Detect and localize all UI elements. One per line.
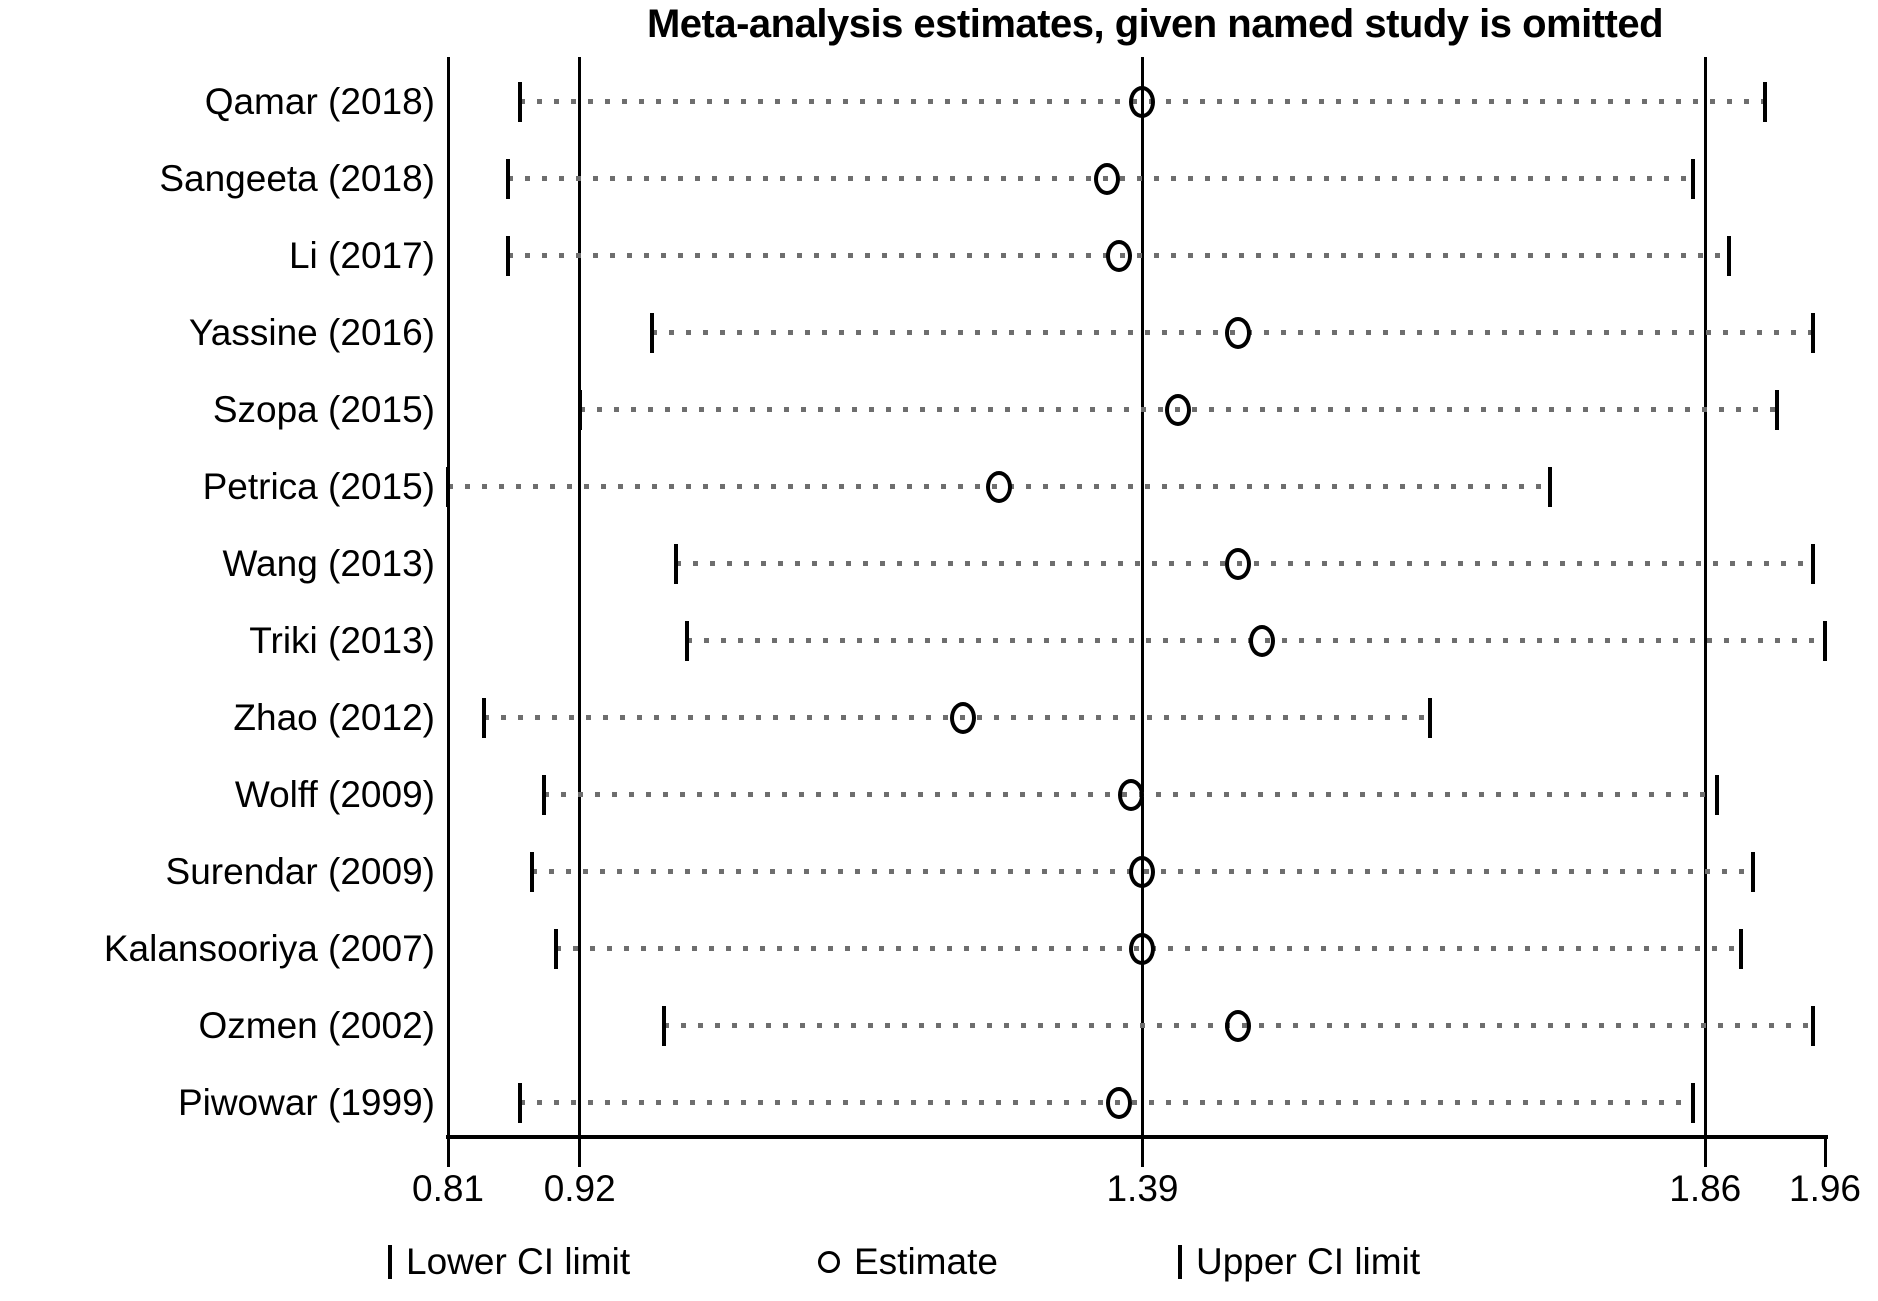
upper-ci-tick [1547,467,1552,507]
study-label: Triki (2013) [249,620,435,661]
upper-ci-tick [1763,82,1768,122]
x-axis-tick-label: 0.92 [543,1168,616,1209]
legend-label: Lower CI limit [406,1241,631,1282]
guide-line-1.39 [1140,57,1144,1135]
study-label: Sangeeta (2018) [159,158,435,199]
x-axis-tick [1823,1139,1827,1167]
estimate-marker [1225,548,1252,580]
x-axis-tick [1703,1139,1707,1167]
legend-label: Upper CI limit [1196,1241,1421,1282]
study-label: Wolff (2009) [234,774,435,815]
upper-ci-tick [1775,390,1780,430]
ci-limit-legend-icon [388,1245,392,1279]
upper-ci-tick [1727,236,1732,276]
lower-ci-tick [553,929,558,969]
study-label: Li (2017) [288,235,435,276]
study-label: Surendar (2009) [165,851,435,892]
lower-ci-tick [673,544,678,584]
estimate-marker [1117,779,1144,811]
guide-line-1.86 [1703,57,1707,1135]
upper-ci-tick [1739,929,1744,969]
estimate-marker [1165,394,1192,426]
estimate-marker [1225,1010,1252,1042]
lower-ci-tick [481,698,486,738]
estimate-marker [1249,625,1276,657]
x-axis-tick-label: 1.96 [1788,1168,1862,1209]
upper-ci-tick [1691,1083,1696,1123]
lower-ci-tick [577,390,582,430]
legend-item-lower-ci-limit: Lower CI limit [388,1240,630,1284]
legend-item-upper-ci-limit: Upper CI limit [1178,1240,1420,1284]
estimate-marker [1105,240,1132,272]
lower-ci-tick [505,159,510,199]
study-label: Qamar (2018) [204,81,435,122]
lower-ci-tick [529,852,534,892]
study-label: Kalansooriya (2007) [103,928,435,969]
x-axis-tick [446,1139,450,1167]
lower-ci-tick [541,775,546,815]
study-label: Zhao (2012) [233,697,435,738]
estimate-marker [1129,856,1156,888]
guide-line-0.92 [578,57,582,1135]
ci-limit-legend-icon [1178,1245,1182,1279]
upper-ci-tick [1427,698,1432,738]
upper-ci-tick [1715,775,1720,815]
study-label: Szopa (2015) [212,389,435,430]
x-axis-tick-label: 1.39 [1106,1168,1179,1209]
x-axis-line [446,1135,1828,1139]
estimate-marker [1225,317,1252,349]
x-axis-tick [1140,1139,1144,1167]
study-label: Petrica (2015) [202,466,435,507]
legend-item-estimate: Estimate [818,1240,998,1284]
x-axis-tick-label: 1.86 [1669,1168,1742,1209]
lower-ci-tick [517,82,522,122]
estimate-marker [985,471,1012,503]
upper-ci-tick [1691,159,1696,199]
study-label: Yassine (2016) [188,312,435,353]
upper-ci-tick [1811,544,1816,584]
upper-ci-tick [1823,621,1827,661]
estimate-marker [1129,933,1156,965]
chart-title: Meta-analysis estimates, given named stu… [646,2,1664,46]
lower-ci-tick [517,1083,522,1123]
estimate-marker [1105,1087,1132,1119]
upper-ci-tick [1751,852,1756,892]
legend-label: Estimate [854,1241,998,1282]
plot-left-frame-line [447,57,450,1135]
upper-ci-tick [1811,1006,1816,1046]
study-label: Ozmen (2002) [198,1005,436,1046]
estimate-legend-icon [818,1251,840,1273]
x-axis-tick-label: 0.81 [411,1168,485,1209]
x-axis-tick [578,1139,582,1167]
study-label: Wang (2013) [222,543,435,584]
lower-ci-tick [505,236,510,276]
estimate-marker [949,702,976,734]
lower-ci-tick [661,1006,666,1046]
upper-ci-tick [1811,313,1816,353]
study-label: Piwowar (1999) [177,1082,435,1123]
lower-ci-tick [649,313,654,353]
estimate-marker [1093,163,1120,195]
estimate-marker [1129,86,1156,118]
lower-ci-tick [446,467,450,507]
lower-ci-tick [685,621,690,661]
